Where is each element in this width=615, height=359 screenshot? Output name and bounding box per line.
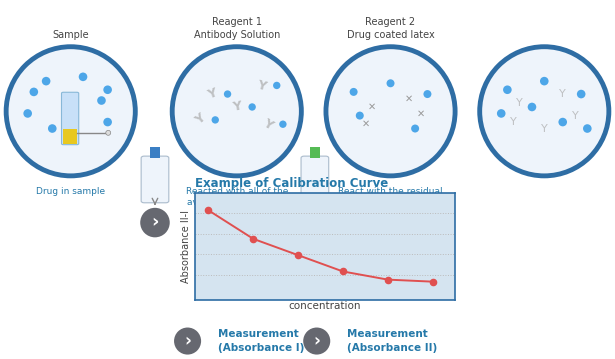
X-axis label: concentration: concentration: [289, 302, 361, 311]
Ellipse shape: [174, 327, 201, 355]
Ellipse shape: [172, 47, 301, 176]
Point: [383, 277, 393, 283]
Bar: [310, 147, 320, 158]
Ellipse shape: [140, 208, 170, 237]
Ellipse shape: [300, 208, 330, 237]
Ellipse shape: [279, 121, 287, 128]
Ellipse shape: [212, 116, 219, 123]
Ellipse shape: [23, 109, 32, 118]
Text: ✕: ✕: [417, 108, 426, 118]
Ellipse shape: [423, 90, 432, 98]
Ellipse shape: [103, 85, 112, 94]
Ellipse shape: [480, 47, 609, 176]
Ellipse shape: [411, 125, 419, 132]
Text: Example of Calibration Curve: Example of Calibration Curve: [195, 177, 388, 190]
Ellipse shape: [97, 96, 106, 105]
Text: Measurement
(Absorbance II): Measurement (Absorbance II): [347, 330, 438, 353]
Point: [248, 236, 258, 242]
Text: Reacted with all of the
available vancomycin
in the specimen: Reacted with all of the available vancom…: [186, 187, 288, 218]
Y-axis label: Absorbance II-I: Absorbance II-I: [181, 210, 191, 283]
Ellipse shape: [583, 124, 592, 133]
Text: ›: ›: [313, 332, 320, 350]
Text: Measurement
(Absorbance I): Measurement (Absorbance I): [218, 330, 304, 353]
Ellipse shape: [48, 124, 57, 133]
Text: Reagent 1
Antibody Solution: Reagent 1 Antibody Solution: [194, 17, 280, 39]
Ellipse shape: [349, 88, 358, 96]
Bar: [150, 147, 160, 158]
Ellipse shape: [273, 82, 280, 89]
Text: ›: ›: [151, 214, 159, 232]
Ellipse shape: [79, 73, 87, 81]
Text: Sample: Sample: [52, 29, 89, 39]
Ellipse shape: [326, 47, 455, 176]
Point: [338, 269, 348, 274]
Ellipse shape: [540, 77, 549, 85]
Point: [204, 208, 213, 213]
Ellipse shape: [248, 103, 256, 111]
Ellipse shape: [30, 88, 38, 96]
Ellipse shape: [224, 90, 231, 98]
Text: Y: Y: [572, 111, 578, 121]
Text: Y: Y: [517, 98, 523, 108]
Point: [293, 252, 303, 258]
Text: Y: Y: [260, 116, 275, 132]
Ellipse shape: [386, 79, 395, 87]
Text: ✕: ✕: [405, 93, 413, 103]
Text: Y: Y: [231, 100, 242, 114]
Text: Y: Y: [510, 117, 517, 127]
Ellipse shape: [103, 118, 112, 126]
Text: React with the residual
anti-vancomycin antibody,
leading to agglutination.: React with the residual anti-vancomycin …: [330, 187, 451, 218]
Text: Y: Y: [192, 112, 207, 128]
Text: ✕: ✕: [362, 119, 370, 129]
FancyBboxPatch shape: [301, 156, 328, 203]
Ellipse shape: [42, 77, 50, 85]
Ellipse shape: [528, 103, 536, 111]
Ellipse shape: [497, 109, 506, 118]
Ellipse shape: [558, 118, 567, 126]
Ellipse shape: [6, 47, 135, 176]
Text: Y: Y: [255, 78, 268, 93]
Ellipse shape: [577, 90, 585, 98]
Ellipse shape: [355, 112, 363, 120]
Text: Y: Y: [541, 123, 547, 134]
FancyBboxPatch shape: [141, 156, 169, 203]
Text: Drug in sample: Drug in sample: [36, 187, 105, 196]
Bar: [63, 129, 77, 144]
Text: ›: ›: [311, 214, 319, 232]
Text: ›: ›: [184, 332, 191, 350]
FancyBboxPatch shape: [62, 92, 79, 145]
Text: Y: Y: [206, 87, 218, 102]
Ellipse shape: [106, 130, 111, 135]
Text: Y: Y: [560, 89, 566, 99]
Ellipse shape: [303, 327, 330, 355]
Point: [427, 279, 437, 285]
Ellipse shape: [503, 85, 512, 94]
Text: ✕: ✕: [368, 102, 376, 112]
Text: Reagent 2
Drug coated latex: Reagent 2 Drug coated latex: [347, 17, 434, 39]
